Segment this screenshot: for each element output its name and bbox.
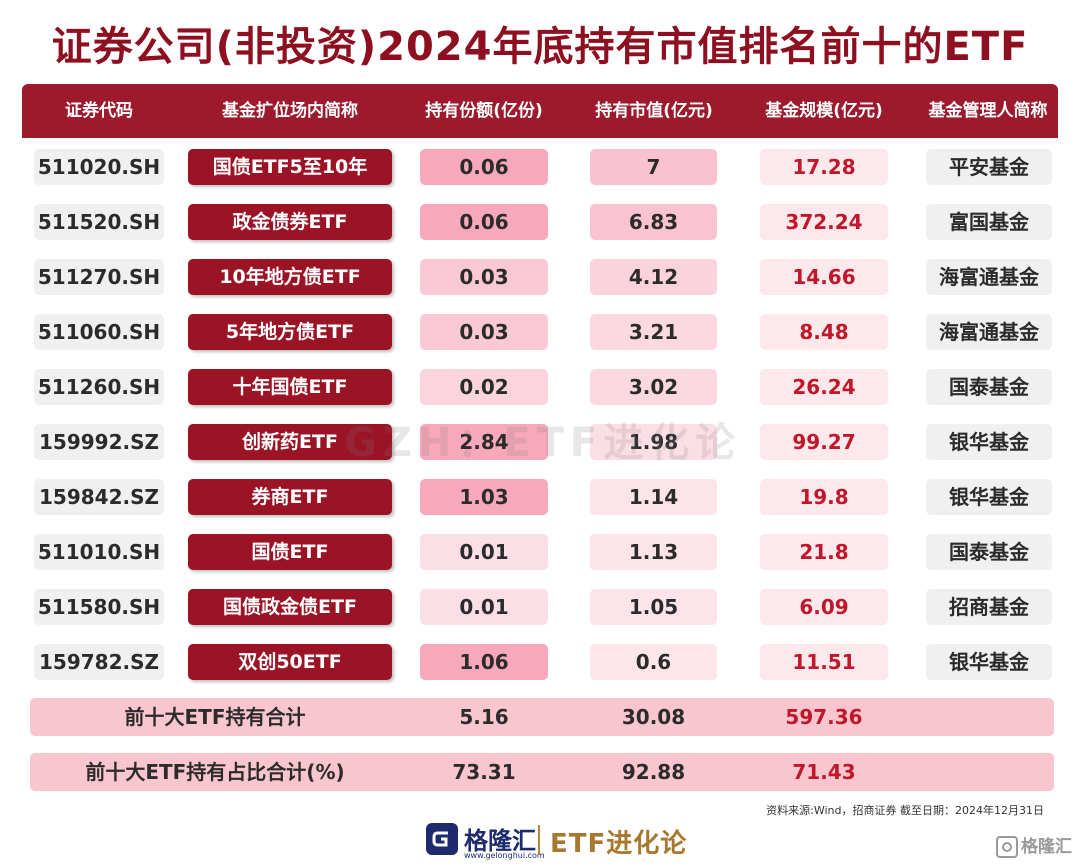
- code-cell: 511060.SH: [34, 314, 164, 350]
- footer: 格隆汇 www.gelonghui.com ETF进化论: [0, 815, 1080, 867]
- value-cell: 0.6: [590, 644, 717, 680]
- share-cell: 2.84: [420, 424, 548, 460]
- code-cell: 511020.SH: [34, 149, 164, 185]
- value-cell: 4.12: [590, 259, 717, 295]
- scale-cell: 26.24: [760, 369, 888, 405]
- manager-cell: 银华基金: [926, 479, 1052, 515]
- manager-cell: 平安基金: [926, 149, 1052, 185]
- code-cell: 511260.SH: [34, 369, 164, 405]
- name-cell: 国债ETF5至10年: [188, 149, 392, 185]
- gelonghui-logo-icon: [426, 823, 458, 855]
- footer-domain: www.gelonghui.com: [464, 851, 545, 860]
- summary-value: 30.08: [621, 705, 686, 729]
- table-row: 511260.SH 十年国债ETF 0.02 3.02 26.24 国泰基金: [0, 367, 1080, 407]
- scale-cell: 372.24: [760, 204, 888, 240]
- value-cell: 7: [590, 149, 717, 185]
- manager-cell: 国泰基金: [926, 534, 1052, 570]
- table-row: 511010.SH 国债ETF 0.01 1.13 21.8 国泰基金: [0, 532, 1080, 572]
- value-cell: 3.21: [590, 314, 717, 350]
- manager-cell: 富国基金: [926, 204, 1052, 240]
- header-share: 持有份额(亿份): [425, 101, 543, 121]
- table-row: 511520.SH 政金债券ETF 0.06 6.83 372.24 富国基金: [0, 202, 1080, 242]
- share-cell: 0.06: [420, 204, 548, 240]
- manager-cell: 海富通基金: [926, 314, 1052, 350]
- page-title: 证券公司(非投资)2024年底持有市值排名前十的ETF: [51, 24, 1029, 70]
- scale-cell: 14.66: [760, 259, 888, 295]
- table-row: 159782.SZ 双创50ETF 1.06 0.6 11.51 银华基金: [0, 642, 1080, 682]
- scale-cell: 99.27: [760, 424, 888, 460]
- scale-cell: 19.8: [760, 479, 888, 515]
- code-cell: 511580.SH: [34, 589, 164, 625]
- name-cell: 双创50ETF: [188, 644, 392, 680]
- scale-cell: 6.09: [760, 589, 888, 625]
- manager-cell: 国泰基金: [926, 369, 1052, 405]
- corner-label: 格隆汇: [1021, 837, 1072, 857]
- manager-cell: 招商基金: [926, 589, 1052, 625]
- name-cell: 券商ETF: [188, 479, 392, 515]
- manager-cell: 海富通基金: [926, 259, 1052, 295]
- share-cell: 1.06: [420, 644, 548, 680]
- table-row: 511020.SH 国债ETF5至10年 0.06 7 17.28 平安基金: [0, 147, 1080, 187]
- code-cell: 159992.SZ: [34, 424, 164, 460]
- name-cell: 创新药ETF: [188, 424, 392, 460]
- summary-value: 92.88: [621, 760, 686, 784]
- name-cell: 10年地方债ETF: [188, 259, 392, 295]
- name-cell: 5年地方债ETF: [188, 314, 392, 350]
- table-row: 511270.SH 10年地方债ETF 0.03 4.12 14.66 海富通基…: [0, 257, 1080, 297]
- summary-scale: 597.36: [785, 705, 863, 729]
- name-cell: 政金债券ETF: [188, 204, 392, 240]
- summary-label: 前十大ETF持有合计: [124, 705, 306, 729]
- table-header: 证券代码 基金扩位场内简称 持有份额(亿份) 持有市值(亿元) 基金规模(亿元)…: [22, 84, 1058, 138]
- header-code: 证券代码: [65, 101, 133, 121]
- header-scale: 基金规模(亿元): [765, 101, 883, 121]
- scale-cell: 17.28: [760, 149, 888, 185]
- header-manager: 基金管理人简称: [928, 101, 1048, 121]
- share-cell: 0.03: [420, 314, 548, 350]
- share-cell: 0.03: [420, 259, 548, 295]
- summary-row-total: 前十大ETF持有合计 5.16 30.08 597.36: [30, 698, 1054, 736]
- value-cell: 1.98: [590, 424, 717, 460]
- footer-etf-brand: ETF进化论: [550, 829, 688, 859]
- name-cell: 国债政金债ETF: [188, 589, 392, 625]
- manager-cell: 银华基金: [926, 424, 1052, 460]
- summary-scale: 71.43: [792, 760, 856, 784]
- table-row: 511060.SH 5年地方债ETF 0.03 3.21 8.48 海富通基金: [0, 312, 1080, 352]
- share-cell: 1.03: [420, 479, 548, 515]
- summary-share: 5.16: [459, 705, 509, 729]
- table-row: 159842.SZ 券商ETF 1.03 1.14 19.8 银华基金: [0, 477, 1080, 517]
- gelonghui-corner-icon: [996, 836, 1018, 858]
- share-cell: 0.06: [420, 149, 548, 185]
- code-cell: 511520.SH: [34, 204, 164, 240]
- corner-watermark: 格隆汇: [996, 832, 1072, 858]
- scale-cell: 8.48: [760, 314, 888, 350]
- header-name: 基金扩位场内简称: [222, 101, 358, 121]
- table-row: 511580.SH 国债政金债ETF 0.01 1.05 6.09 招商基金: [0, 587, 1080, 627]
- footer-divider: [538, 825, 540, 855]
- value-cell: 3.02: [590, 369, 717, 405]
- summary-share: 73.31: [452, 760, 516, 784]
- footer-brand: 格隆汇: [464, 827, 536, 855]
- share-cell: 0.01: [420, 589, 548, 625]
- value-cell: 6.83: [590, 204, 717, 240]
- manager-cell: 银华基金: [926, 644, 1052, 680]
- table-row: 159992.SZ 创新药ETF 2.84 1.98 99.27 银华基金: [0, 422, 1080, 462]
- summary-label: 前十大ETF持有占比合计(%): [85, 760, 345, 784]
- code-cell: 159842.SZ: [34, 479, 164, 515]
- header-value: 持有市值(亿元): [595, 101, 713, 121]
- code-cell: 511010.SH: [34, 534, 164, 570]
- share-cell: 0.02: [420, 369, 548, 405]
- value-cell: 1.14: [590, 479, 717, 515]
- name-cell: 十年国债ETF: [188, 369, 392, 405]
- share-cell: 0.01: [420, 534, 548, 570]
- code-cell: 511270.SH: [34, 259, 164, 295]
- scale-cell: 21.8: [760, 534, 888, 570]
- value-cell: 1.13: [590, 534, 717, 570]
- name-cell: 国债ETF: [188, 534, 392, 570]
- scale-cell: 11.51: [760, 644, 888, 680]
- source-note: 资料来源:Wind，招商证券 截至日期：2024年12月31日: [766, 804, 1044, 817]
- value-cell: 1.05: [590, 589, 717, 625]
- summary-row-ratio: 前十大ETF持有占比合计(%) 73.31 92.88 71.43: [30, 753, 1054, 791]
- code-cell: 159782.SZ: [34, 644, 164, 680]
